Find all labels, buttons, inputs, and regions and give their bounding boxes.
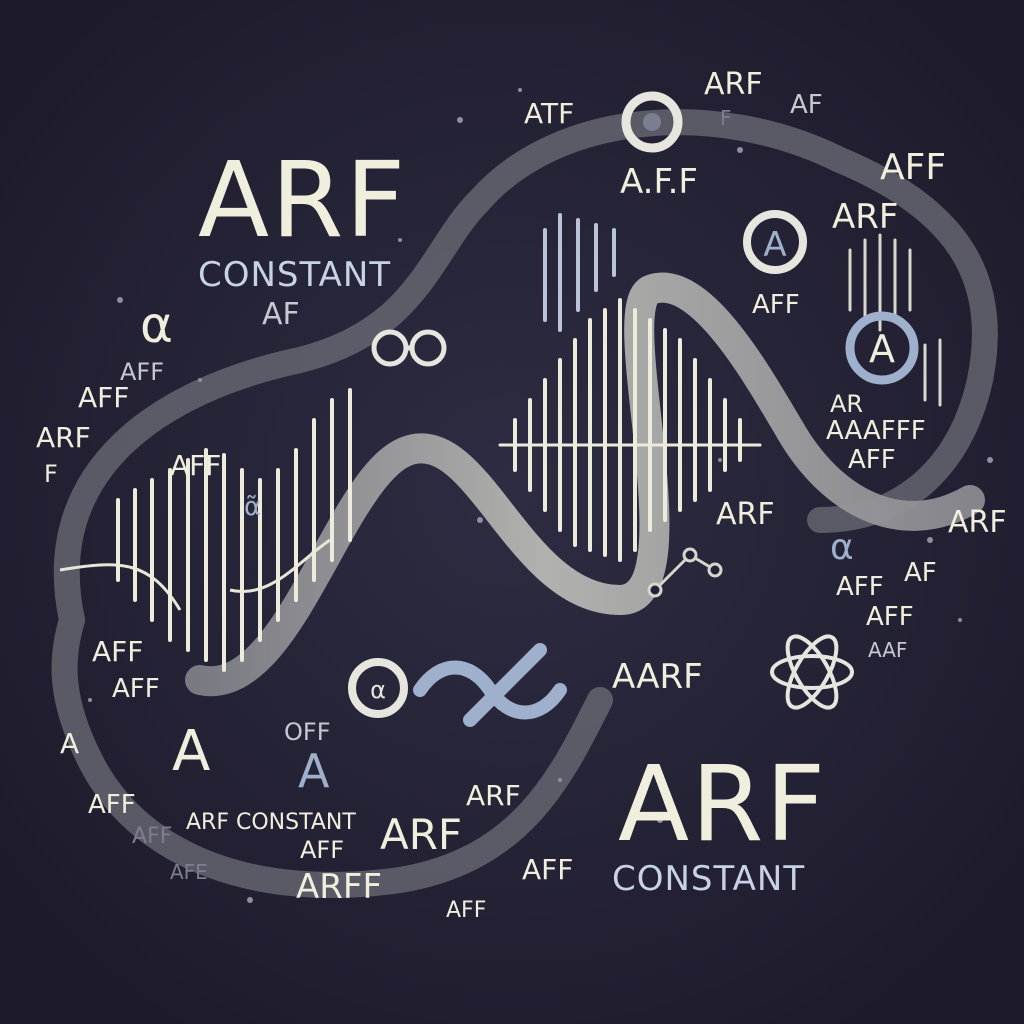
floating-word: A.F.F <box>620 162 698 202</box>
floating-word: AFF <box>132 824 173 849</box>
svg-text:α: α <box>370 676 386 704</box>
svg-text:A: A <box>869 327 895 371</box>
main-wave-ribbon <box>185 272 985 697</box>
floating-word: AFF <box>848 445 896 475</box>
floating-word: AFF <box>752 290 800 320</box>
floating-word: AFF <box>78 381 130 414</box>
sound-wave-left <box>116 388 352 672</box>
ring-glyph-a: A <box>743 210 807 274</box>
floating-word: A <box>172 719 211 784</box>
ring-glyph-top <box>621 91 683 153</box>
node-links <box>647 547 723 598</box>
floating-word: F <box>44 460 58 488</box>
floating-word: ARF CONSTANT <box>186 810 356 835</box>
floating-word: ARF <box>466 779 521 812</box>
bottom-subtitle: CONSTANT <box>612 859 806 899</box>
floating-word: AFE <box>170 860 208 884</box>
floating-word: A <box>298 744 330 798</box>
floating-word: A <box>60 727 80 760</box>
floating-word: ARF <box>36 421 91 454</box>
floating-word: α̃ <box>244 492 262 522</box>
scatter-dots <box>88 88 993 903</box>
floating-word: ARF <box>704 67 763 102</box>
floating-word: AFF <box>880 147 947 188</box>
top-title: ARF <box>198 139 408 261</box>
floating-word: AFF <box>112 674 160 704</box>
floating-word: AFF <box>866 602 914 632</box>
ring-pair-glyph <box>371 329 447 367</box>
floating-word: AFF <box>88 790 136 820</box>
top-subtitle: CONSTANT <box>198 255 392 295</box>
floating-word: AR <box>830 390 864 418</box>
alpha-x-glyph <box>413 643 567 727</box>
floating-word: AF <box>790 90 823 120</box>
sound-wave-upper <box>543 213 616 332</box>
floating-word: ARF <box>948 505 1007 540</box>
floating-word: AFF <box>836 572 884 602</box>
floating-word: AFF <box>120 358 165 386</box>
bottom-title: ARF <box>618 743 828 865</box>
floating-word: AAAFFF <box>826 416 926 446</box>
sound-wave-right <box>848 233 942 407</box>
floating-word: AAF <box>868 638 908 662</box>
floating-word: F <box>720 106 732 130</box>
floating-word: ARF <box>716 497 775 532</box>
floating-word: AF <box>262 297 300 332</box>
floating-word: α <box>830 527 854 568</box>
ring-glyph-center: α <box>348 658 408 718</box>
atom-glyph <box>770 634 854 710</box>
floating-word: α <box>140 296 173 354</box>
floating-word: ARF <box>832 197 899 237</box>
floating-word: AFF <box>522 853 574 886</box>
outer-wave-ribbon <box>51 109 998 898</box>
floating-word: AFF <box>92 635 144 668</box>
floating-word: AFF <box>170 449 222 482</box>
ring-glyph-right: A <box>845 311 919 385</box>
floating-word: AFF <box>446 898 487 923</box>
floating-word: OFF <box>284 718 331 746</box>
floating-word: ARFF <box>296 867 382 907</box>
floating-word: AF <box>904 558 937 588</box>
svg-text:A: A <box>763 225 786 265</box>
floating-word: ARF <box>380 810 463 859</box>
floating-word: AARF <box>612 657 703 697</box>
floating-word: AFF <box>300 836 345 864</box>
floating-word: ATF <box>524 97 575 130</box>
sound-wave-center <box>498 298 762 562</box>
